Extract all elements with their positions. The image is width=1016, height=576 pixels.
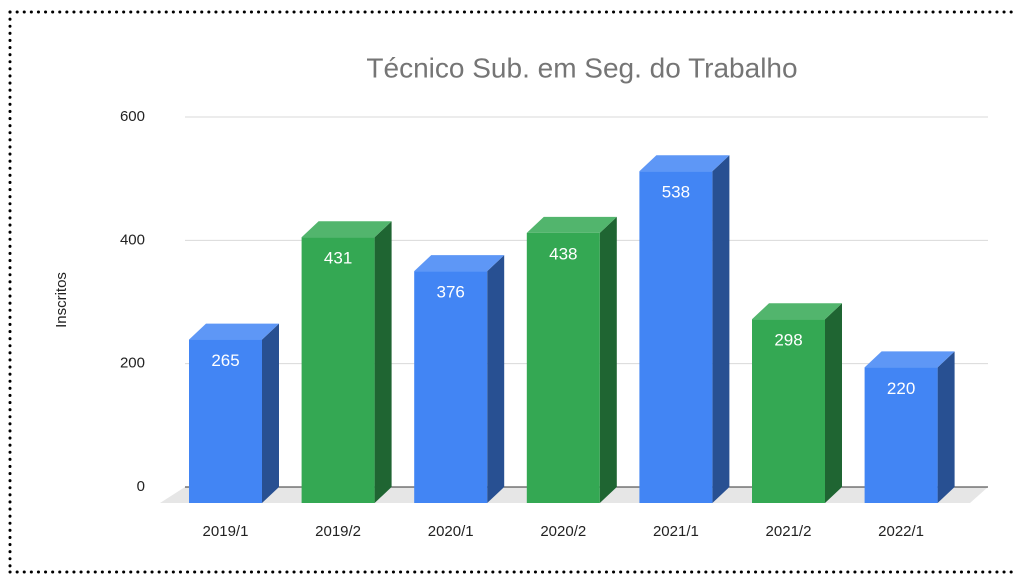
data-label: 538 — [662, 183, 690, 202]
bar — [301, 221, 392, 503]
bar-side — [374, 221, 392, 503]
bar — [639, 155, 730, 503]
bar-side — [487, 255, 505, 503]
data-label: 376 — [437, 283, 465, 302]
y-tick-label: 600 — [120, 108, 145, 125]
x-tick-label: 2019/2 — [315, 523, 361, 540]
x-tick-label: 2020/1 — [428, 523, 474, 540]
bar-side — [712, 155, 730, 503]
bar-front — [526, 232, 600, 503]
data-label: 431 — [324, 249, 352, 268]
bar-top — [414, 255, 505, 272]
y-tick-label: 0 — [137, 478, 145, 495]
y-tick-label: 400 — [120, 231, 145, 248]
bar — [189, 323, 279, 503]
bar-top — [189, 323, 279, 340]
data-label: 438 — [549, 244, 577, 263]
bar-front — [414, 271, 488, 503]
bar-front — [189, 339, 262, 503]
x-tick-label: 2021/2 — [766, 523, 812, 540]
x-tick-label: 2021/1 — [653, 523, 699, 540]
data-label: 298 — [774, 331, 802, 350]
y-axis-label: Inscritos — [53, 272, 70, 328]
bar-top — [639, 155, 730, 172]
data-label: 265 — [211, 351, 239, 370]
bar-front — [752, 319, 825, 503]
bar-front — [864, 367, 938, 503]
bar-top — [752, 303, 842, 320]
bar — [752, 303, 842, 503]
x-tick-label: 2022/1 — [878, 523, 924, 540]
bar-top — [301, 221, 392, 238]
bar-front — [639, 171, 713, 503]
chart-title: Técnico Sub. em Seg. do Trabalho — [366, 52, 797, 83]
bar-top — [864, 351, 955, 368]
data-label: 220 — [887, 379, 915, 398]
bar — [864, 351, 955, 503]
bar — [526, 216, 617, 503]
bar-side — [937, 351, 955, 503]
bar-top — [526, 216, 617, 233]
bar — [414, 255, 505, 503]
x-tick-label: 2019/1 — [203, 523, 249, 540]
bar-side — [262, 323, 279, 503]
y-tick-label: 200 — [120, 355, 145, 372]
bar-front — [301, 237, 375, 503]
bar-side — [599, 216, 617, 503]
x-tick-label: 2020/2 — [540, 523, 586, 540]
bar-side — [825, 303, 842, 503]
